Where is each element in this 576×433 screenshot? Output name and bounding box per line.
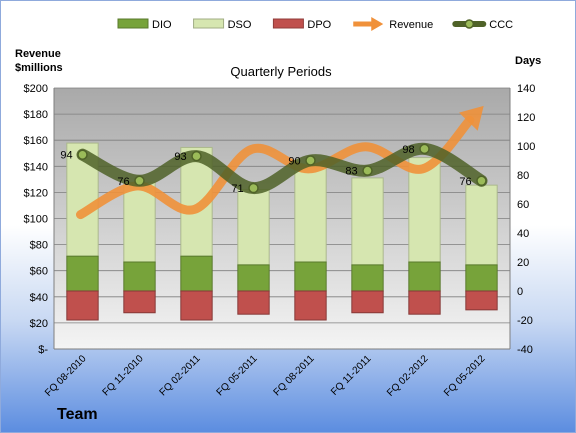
- dso-bar: [465, 184, 498, 266]
- right-tick-label: -40: [517, 344, 533, 356]
- right-tick-label: 100: [517, 141, 535, 153]
- ccc-data-label: 76: [117, 176, 129, 188]
- dio-bar: [465, 264, 498, 292]
- ccc-marker: [362, 165, 373, 176]
- left-tick-label: $-: [38, 344, 48, 356]
- legend-label-ccc: CCC: [489, 19, 513, 31]
- legend-label-dpo: DPO: [307, 19, 331, 31]
- right-tick-label: 20: [517, 257, 529, 269]
- dio-bar: [66, 255, 99, 292]
- revenue-arrowhead: [459, 105, 484, 131]
- right-tick-label: 0: [517, 286, 523, 298]
- chart-title: Quarterly Periods: [230, 64, 332, 79]
- left-tick-label: $80: [30, 240, 48, 252]
- bars-group: [66, 142, 498, 321]
- dso-bar: [408, 157, 441, 263]
- team-label: Team: [57, 406, 98, 423]
- ccc-marker: [77, 149, 88, 160]
- right-tick-label: 40: [517, 228, 529, 240]
- ccc-marker: [305, 155, 316, 166]
- dpo-bar: [408, 290, 441, 315]
- left-axis-label-line1: Revenue: [15, 48, 61, 60]
- dpo-bar: [294, 290, 327, 321]
- left-tick-label: $60: [30, 266, 48, 278]
- left-tick-label: $160: [24, 135, 48, 147]
- dio-bar: [123, 261, 156, 292]
- ccc-data-label: 76: [459, 176, 471, 188]
- ccc-data-label: 71: [231, 183, 243, 195]
- dio-bar: [351, 264, 384, 292]
- x-tick-label: FQ 11-2010: [101, 353, 146, 398]
- left-axis-ticks: $- $20 $40 $60 $80 $100 $120 $140 $160 $180 $200: [24, 83, 49, 356]
- legend-swatch-revenue-arrow: [371, 17, 384, 31]
- ccc-marker: [419, 143, 430, 155]
- dio-bar: [294, 261, 327, 292]
- right-tick-label: 60: [517, 199, 529, 211]
- right-tick-label: -20: [517, 315, 533, 327]
- ccc-marker: [134, 175, 145, 187]
- right-axis-ticks: -40 -20 0 20 40 60 80 100 120 140: [517, 83, 535, 356]
- dso-bar: [294, 162, 327, 263]
- right-tick-label: 80: [517, 170, 529, 182]
- dio-bar: [180, 255, 213, 292]
- revenue-line: [76, 115, 475, 220]
- dpo-bar: [351, 290, 384, 314]
- dpo-bar: [123, 290, 156, 314]
- ccc-data-label: 98: [402, 144, 414, 156]
- dpo-bar: [66, 290, 99, 321]
- legend-swatch-dso: [193, 18, 225, 29]
- legend: DIO DSO DPO Revenue CCC: [117, 17, 513, 31]
- lines-group: [76, 105, 488, 220]
- ccc-data-label: 93: [174, 151, 186, 163]
- ccc-marker: [191, 150, 202, 162]
- dso-bar: [351, 177, 384, 266]
- ccc-data-label: 83: [345, 166, 357, 178]
- left-tick-label: $40: [30, 292, 48, 304]
- dso-bar: [123, 181, 156, 263]
- ccc-data-label: 94: [60, 150, 72, 162]
- left-tick-label: $100: [24, 214, 48, 226]
- left-tick-label: $20: [30, 318, 48, 330]
- ccc-marker: [248, 182, 259, 194]
- legend-label-dio: DIO: [152, 19, 172, 31]
- right-tick-label: 120: [517, 112, 535, 124]
- dio-bar: [237, 264, 270, 292]
- x-tick-label: FQ 02-2011: [158, 353, 203, 398]
- dio-bar: [408, 261, 441, 292]
- x-tick-label: FQ 08-2011: [272, 353, 317, 398]
- x-tick-label: FQ 05-2012: [442, 353, 488, 399]
- ccc-data-label: 90: [288, 156, 300, 168]
- dso-bar: [237, 189, 270, 266]
- dpo-bar: [180, 290, 213, 321]
- legend-label-revenue: Revenue: [389, 19, 433, 31]
- x-tick-label: FQ 05-2011: [215, 353, 260, 398]
- x-axis-ticks: FQ 08-2010 FQ 11-2010 FQ 02-2011 FQ 05-2011…: [43, 353, 488, 399]
- x-tick-label: FQ 02-2012: [385, 353, 431, 399]
- right-tick-label: 140: [517, 83, 535, 95]
- left-tick-label: $140: [24, 161, 48, 173]
- left-tick-label: $120: [24, 187, 48, 199]
- x-tick-label: FQ 11-2011: [329, 353, 374, 398]
- legend-swatch-ccc-marker: [464, 19, 475, 29]
- data-labels-group: 94 76 93 71 90 83 98 76: [60, 144, 471, 195]
- left-axis-label-line2: $millions: [15, 62, 63, 74]
- legend-swatch-dpo: [272, 18, 304, 29]
- left-tick-label: $200: [24, 83, 48, 95]
- ccc-marker: [476, 175, 487, 187]
- legend-label-dso: DSO: [228, 19, 252, 31]
- dpo-bar: [237, 290, 270, 315]
- legend-swatch-dio: [117, 18, 149, 29]
- dpo-bar: [465, 290, 498, 311]
- left-tick-label: $180: [24, 109, 48, 121]
- x-tick-label: FQ 08-2010: [43, 353, 89, 399]
- right-axis-label: Days: [515, 55, 541, 67]
